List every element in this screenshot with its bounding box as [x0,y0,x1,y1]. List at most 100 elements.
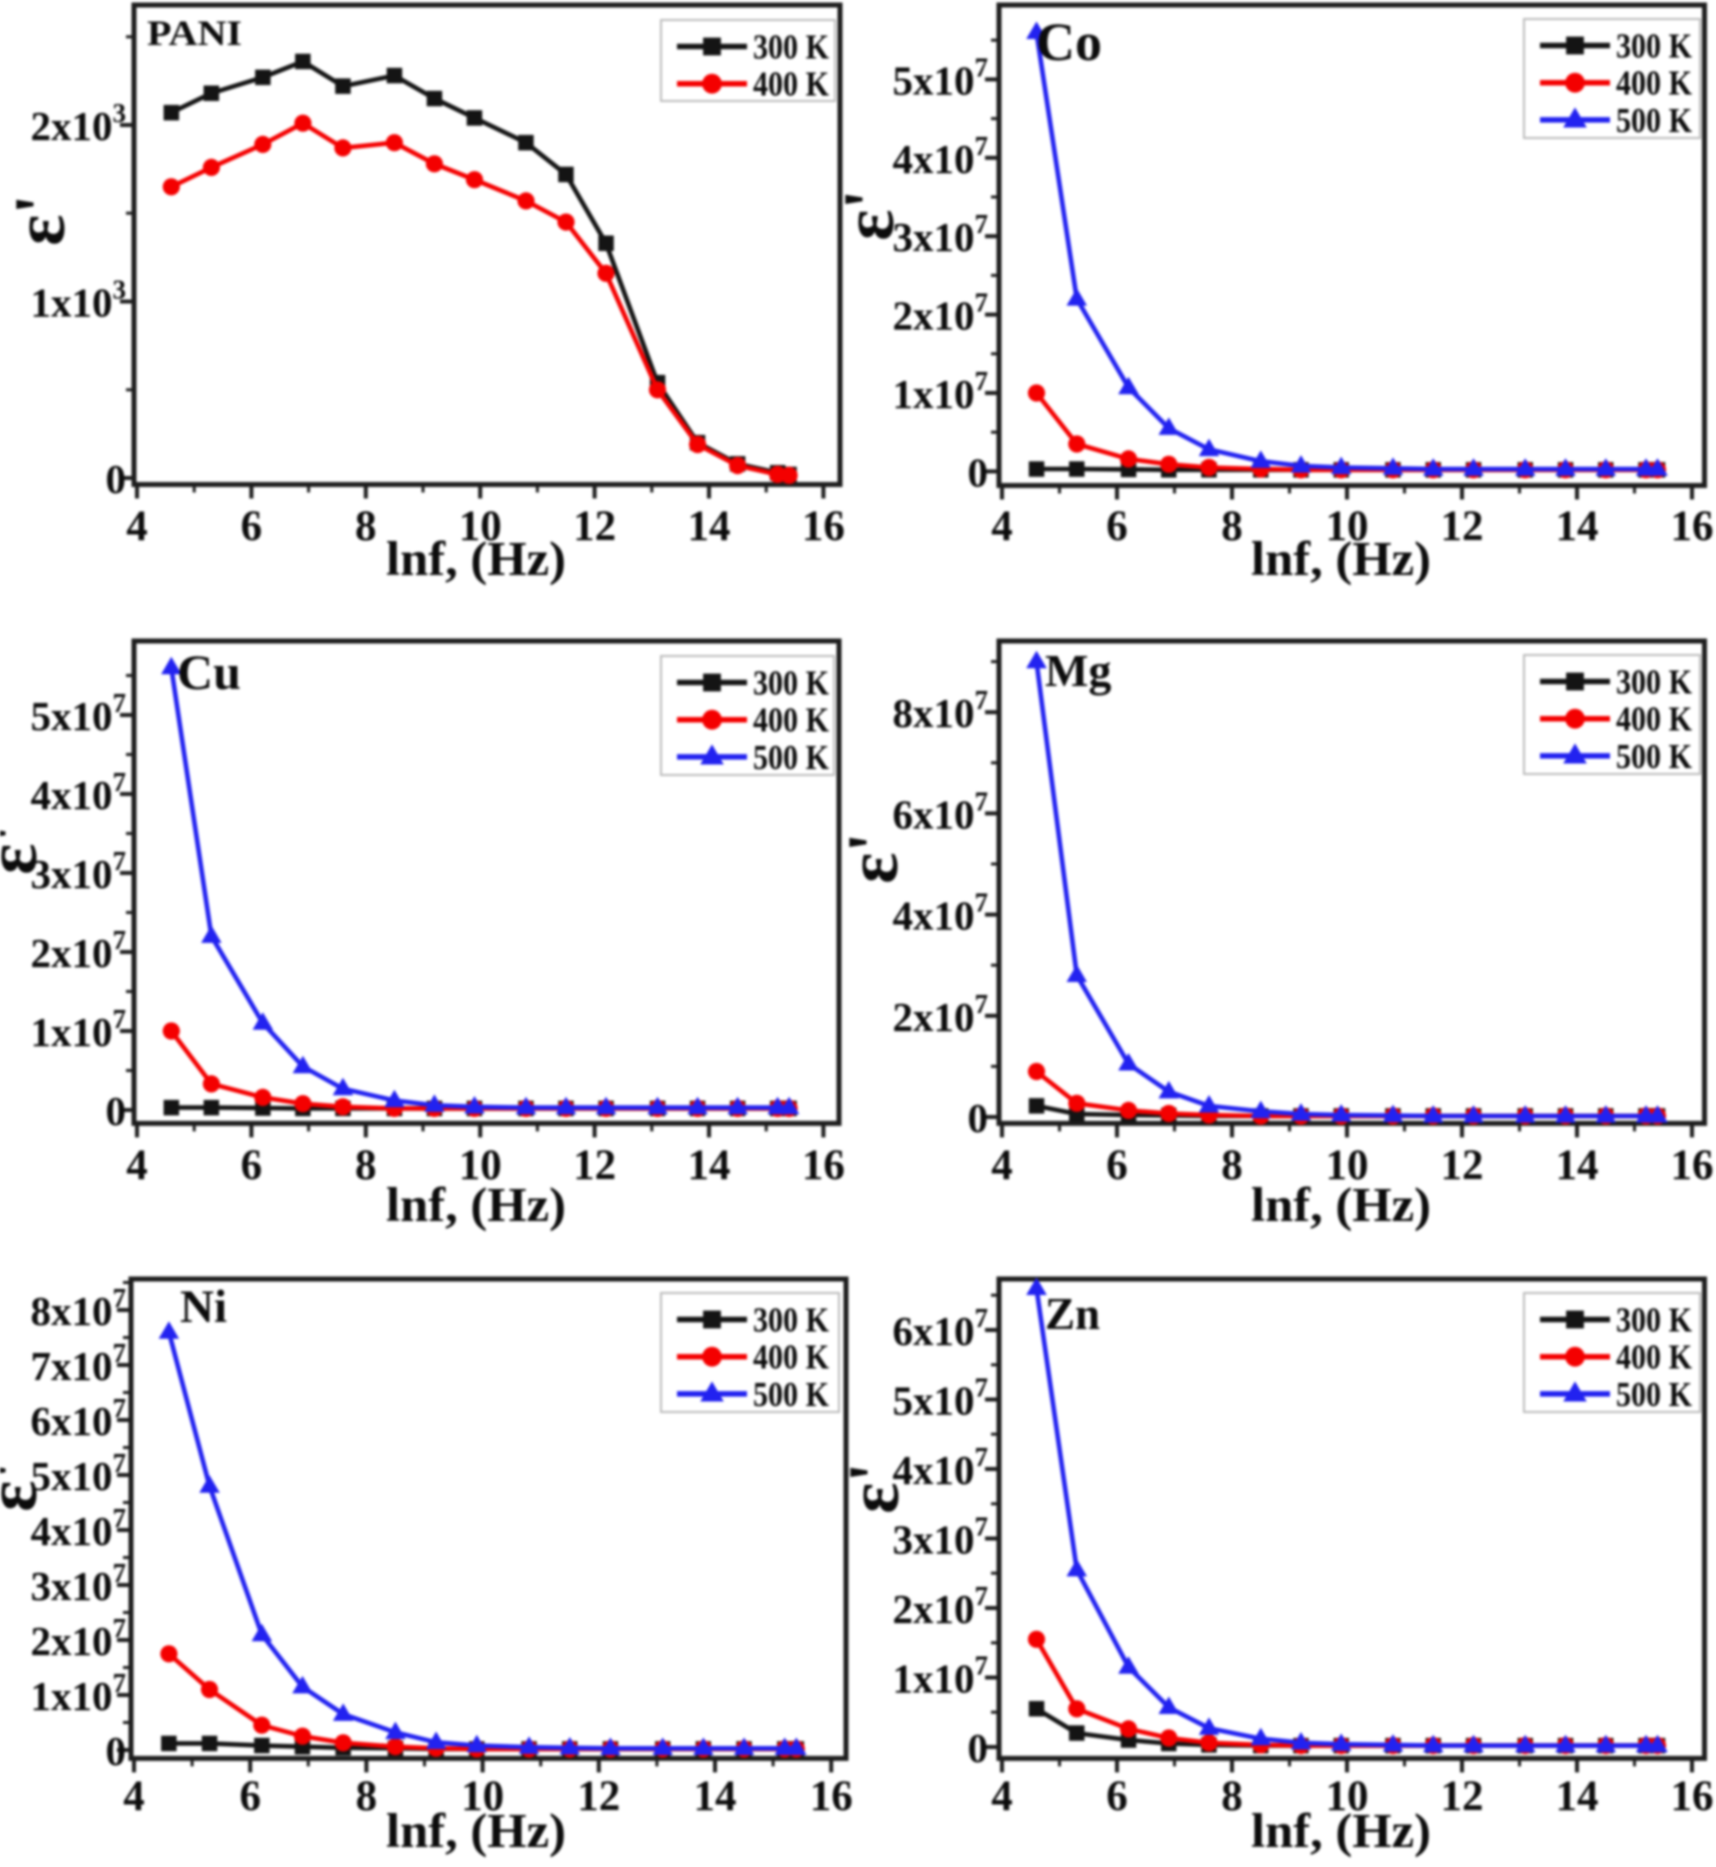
svg-text:8: 8 [1221,1773,1243,1820]
svg-text:2x107: 2x107 [893,288,989,339]
svg-text:6x107: 6x107 [893,1303,989,1354]
svg-text:300 K: 300 K [753,664,829,703]
svg-text:8: 8 [1221,503,1243,550]
svg-text:500 K: 500 K [1616,1375,1692,1414]
svg-text:10: 10 [459,503,502,550]
svg-text:ε': ε' [828,189,909,240]
svg-text:400 K: 400 K [1616,700,1692,739]
svg-text:500 K: 500 K [1616,737,1692,776]
svg-text:4: 4 [991,1773,1013,1820]
svg-text:PANI: PANI [147,13,242,53]
svg-text:10: 10 [461,1773,504,1820]
svg-text:1x107: 1x107 [31,1668,127,1719]
svg-text:300 K: 300 K [1616,663,1692,702]
svg-text:6: 6 [241,1142,263,1189]
svg-text:16: 16 [1671,1773,1714,1820]
svg-text:14: 14 [1556,503,1599,550]
svg-text:2x107: 2x107 [31,1613,127,1664]
svg-text:8x107: 8x107 [893,685,989,736]
svg-text:300 K: 300 K [753,1301,829,1340]
svg-text:500 K: 500 K [753,738,829,777]
svg-text:16: 16 [802,1142,845,1189]
svg-text:16: 16 [1671,1142,1714,1189]
svg-text:16: 16 [810,1773,853,1820]
svg-text:400 K: 400 K [1616,1338,1692,1377]
svg-text:6: 6 [1106,1773,1128,1820]
svg-text:400 K: 400 K [753,701,829,740]
svg-text:lnf, (Hz): lnf, (Hz) [1251,531,1431,586]
svg-text:500 K: 500 K [1616,101,1692,140]
svg-text:10: 10 [1326,503,1369,550]
svg-text:1x107: 1x107 [893,1651,989,1702]
svg-text:Cu: Cu [177,644,241,700]
svg-text:lnf, (Hz): lnf, (Hz) [1251,1177,1431,1232]
svg-text:5x107: 5x107 [31,688,127,739]
svg-text:lnf, (Hz): lnf, (Hz) [386,1803,566,1858]
svg-text:4: 4 [126,503,148,550]
svg-text:4: 4 [126,1142,148,1189]
svg-text:3x107: 3x107 [31,846,127,897]
svg-text:300 K: 300 K [1616,1301,1692,1340]
svg-text:14: 14 [1556,1773,1599,1820]
svg-text:4x107: 4x107 [31,767,127,818]
svg-text:2x107: 2x107 [31,925,127,976]
svg-text:400 K: 400 K [753,1338,829,1377]
svg-text:0: 0 [106,1088,127,1134]
svg-text:4x107: 4x107 [893,131,989,182]
svg-text:14: 14 [1556,1142,1599,1189]
svg-text:12: 12 [577,1773,620,1820]
svg-text:2x103: 2x103 [31,98,127,149]
svg-text:300 K: 300 K [753,28,829,67]
svg-text:0: 0 [968,449,989,495]
svg-text:4: 4 [123,1773,145,1820]
svg-text:5x107: 5x107 [893,52,989,103]
svg-text:400 K: 400 K [753,65,829,104]
svg-text:7x107: 7x107 [31,1338,127,1389]
svg-text:12: 12 [573,503,616,550]
svg-text:8: 8 [356,1773,378,1820]
svg-text:12: 12 [1441,503,1484,550]
svg-text:Zn: Zn [1045,1289,1100,1339]
svg-text:8x107: 8x107 [31,1283,127,1334]
svg-text:5x107: 5x107 [893,1373,989,1424]
svg-text:4: 4 [991,1142,1013,1189]
svg-text:Ni: Ni [180,1281,227,1333]
svg-text:10: 10 [459,1142,502,1189]
svg-text:6x107: 6x107 [31,1393,127,1444]
svg-text:ε': ε' [833,1462,914,1513]
svg-text:8: 8 [355,1142,377,1189]
svg-text:Co: Co [1036,12,1102,72]
svg-text:8: 8 [355,503,377,550]
svg-text:16: 16 [802,503,845,550]
svg-text:4: 4 [991,503,1013,550]
svg-text:4x107: 4x107 [31,1503,127,1554]
svg-text:6x107: 6x107 [893,786,989,837]
svg-text:12: 12 [1441,1773,1484,1820]
svg-text:14: 14 [688,1142,731,1189]
svg-text:10: 10 [1326,1142,1369,1189]
svg-text:10: 10 [1326,1773,1369,1820]
svg-text:6: 6 [241,503,263,550]
svg-text:3x107: 3x107 [893,209,989,260]
svg-text:400 K: 400 K [1616,64,1692,103]
svg-text:4x107: 4x107 [893,1442,989,1493]
svg-text:14: 14 [694,1773,737,1820]
svg-text:3x107: 3x107 [893,1512,989,1563]
svg-text:1x103: 1x103 [31,275,127,326]
svg-text:0: 0 [968,1725,989,1771]
svg-text:0: 0 [968,1095,989,1141]
svg-text:1x107: 1x107 [31,1004,127,1055]
svg-text:2x107: 2x107 [893,1581,989,1632]
svg-text:0: 0 [106,456,127,502]
svg-text:3x107: 3x107 [31,1558,127,1609]
svg-text:ε': ε' [0,194,80,245]
svg-text:Mg: Mg [1045,645,1111,696]
svg-text:6: 6 [239,1773,261,1820]
svg-text:300 K: 300 K [1616,27,1692,66]
svg-text:lnf, (Hz): lnf, (Hz) [386,1177,566,1232]
svg-text:6: 6 [1106,503,1128,550]
svg-text:8: 8 [1221,1142,1243,1189]
svg-text:lnf, (Hz): lnf, (Hz) [386,531,566,586]
svg-text:5x107: 5x107 [31,1448,127,1499]
svg-text:12: 12 [573,1142,616,1189]
